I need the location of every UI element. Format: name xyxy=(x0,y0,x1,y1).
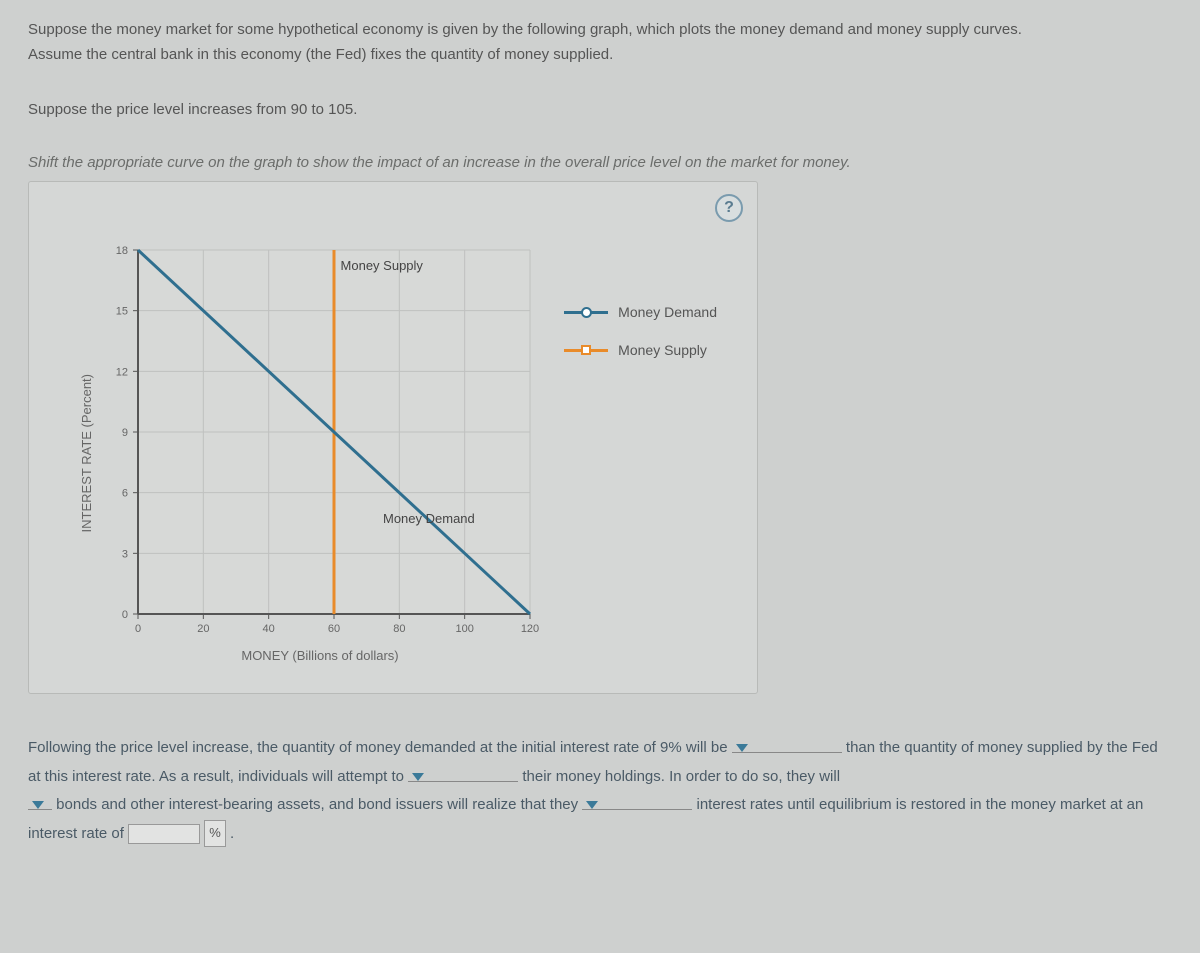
svg-text:18: 18 xyxy=(116,245,128,257)
svg-text:6: 6 xyxy=(122,488,128,500)
graph-panel: ? Money Demand Money Supply INTEREST RAT… xyxy=(28,181,758,694)
svg-text:80: 80 xyxy=(393,623,405,635)
percent-label: % xyxy=(204,820,226,847)
y-axis-label: INTEREST RATE (Percent) xyxy=(79,374,94,532)
intro-line-2: Assume the central bank in this economy … xyxy=(28,43,1172,68)
svg-text:100: 100 xyxy=(455,623,473,635)
svg-text:0: 0 xyxy=(135,623,141,635)
svg-text:120: 120 xyxy=(521,623,539,635)
svg-text:3: 3 xyxy=(122,549,128,561)
svg-text:0: 0 xyxy=(122,609,128,621)
chevron-down-icon xyxy=(736,744,748,752)
chevron-down-icon xyxy=(586,801,598,809)
money-market-chart[interactable]: 0 20 40 60 80 100 120 0 3 6 9 12 15 18 Money Supply Mon… xyxy=(100,242,540,642)
svg-text:12: 12 xyxy=(116,367,128,379)
svg-text:9: 9 xyxy=(122,427,128,439)
fill-in-paragraph: Following the price level increase, the … xyxy=(28,734,1172,848)
intro-line-3: Suppose the price level increases from 9… xyxy=(28,98,1172,123)
intro-line-1: Suppose the money market for some hypoth… xyxy=(28,18,1172,43)
help-button[interactable]: ? xyxy=(715,194,743,222)
chevron-down-icon xyxy=(412,773,424,781)
svg-text:15: 15 xyxy=(116,306,128,318)
dropdown-comparison[interactable] xyxy=(732,744,842,753)
para-seg-3: their money holdings. In order to do so,… xyxy=(522,768,840,785)
para-period: . xyxy=(230,825,234,842)
instruction-text: Shift the appropriate curve on the graph… xyxy=(28,154,1172,171)
dropdown-bonds-action[interactable] xyxy=(28,801,52,810)
svg-text:40: 40 xyxy=(263,623,275,635)
x-axis-label: MONEY (Billions of dollars) xyxy=(100,648,540,663)
svg-text:Money Demand: Money Demand xyxy=(383,511,475,526)
dropdown-action-holdings[interactable] xyxy=(408,773,518,782)
para-seg-1: Following the price level increase, the … xyxy=(28,739,728,756)
para-seg-4: bonds and other interest-bearing assets,… xyxy=(56,796,578,813)
chevron-down-icon xyxy=(32,801,44,809)
dropdown-rate-direction[interactable] xyxy=(582,801,692,810)
svg-text:Money Supply: Money Supply xyxy=(341,258,424,273)
svg-text:20: 20 xyxy=(197,623,209,635)
svg-text:60: 60 xyxy=(328,623,340,635)
interest-rate-input[interactable] xyxy=(128,824,200,844)
